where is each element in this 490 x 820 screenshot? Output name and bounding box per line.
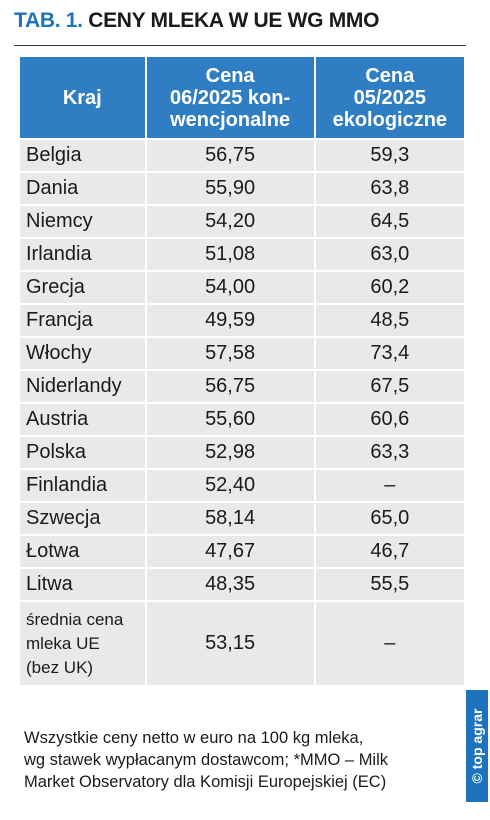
summary-value: – [313,600,467,687]
table-row: Francja 49,59 48,5 [18,303,467,338]
price-cell: 54,20 [144,204,316,239]
price-cell: 55,5 [313,567,467,602]
price-cell: 59,3 [313,138,467,173]
header-cell: Cena 05/2025 ekologiczne [313,55,467,140]
country-cell: Niderlandy [18,369,147,404]
price-cell: 56,75 [144,138,316,173]
header-line: 06/2025 kon- [170,86,291,109]
price-cell: 54,00 [144,270,316,305]
summary-value: 53,15 [144,600,316,687]
header-cell: Kraj [18,55,147,140]
price-cell: 64,5 [313,204,467,239]
price-cell: 63,0 [313,237,467,272]
country-cell: Łotwa [18,534,147,569]
header-line: Kraj [62,86,102,109]
table-row: Belgia 56,75 59,3 [18,138,467,173]
country-cell: Grecja [18,270,147,305]
price-cell: 47,67 [144,534,316,569]
table-row: Dania 55,90 63,8 [18,171,467,206]
table-body: Belgia 56,75 59,3 Dania 55,90 63,8 Niemcy 54,20… [18,138,467,687]
footnote: Wszystkie ceny netto w euro na 100 kg ml… [24,727,388,793]
footnote-line: Market Observatory dla Komisji Europejsk… [24,773,387,791]
header-line: Cena [205,64,255,87]
price-cell: 55,90 [144,171,316,206]
header-cell: Cena 06/2025 kon-wencjonalne [144,55,316,140]
summary-label-line: (bez UK) [26,657,94,677]
price-table: Kraj Cena 06/2025 kon-wencjonalne Cena 05/20… [18,55,467,687]
table-row: Łotwa 47,67 46,7 [18,534,467,569]
table-title: TAB. 1. CENY MLEKA W UE WG MMO [14,9,379,33]
table-row: Irlandia 51,08 63,0 [18,237,467,272]
price-cell: 67,5 [313,369,467,404]
summary-label-line: średnia cena [26,609,124,629]
price-cell: 73,4 [313,336,467,371]
header-line: ekologiczne [332,108,448,131]
table-row: Grecja 54,00 60,2 [18,270,467,305]
footnote-line: wg stawek wypłacanym dostawcom; *MMO – M… [24,751,389,769]
header-line: wencjonalne [170,108,291,131]
price-cell: 57,58 [144,336,316,371]
price-cell: 48,35 [144,567,316,602]
price-cell: 46,7 [313,534,467,569]
title-prefix: TAB. 1. [14,9,83,32]
price-cell: 63,3 [313,435,467,470]
country-cell: Włochy [18,336,147,371]
price-cell: 52,98 [144,435,316,470]
price-cell: 55,60 [144,402,316,437]
summary-label-line: mleka UE [26,633,100,653]
country-cell: Niemcy [18,204,147,239]
table-row: Polska 52,98 63,3 [18,435,467,470]
summary-label: średnia cena mleka UE (bez UK) [18,600,147,687]
country-cell: Litwa [18,567,147,602]
price-cell: 51,08 [144,237,316,272]
header-line: 05/2025 [353,86,426,109]
table-row: Finlandia 52,40– [18,468,467,503]
country-cell: Irlandia [18,237,147,272]
table-row: Litwa 48,35 55,5 [18,567,467,602]
price-cell: 52,40 [144,468,316,503]
title-text: CENY MLEKA W UE WG MMO [88,9,380,32]
table-row: Niderlandy 56,75 67,5 [18,369,467,404]
watermark-tag: © top agrar [466,690,488,802]
country-cell: Szwecja [18,501,147,536]
country-cell: Polska [18,435,147,470]
table-row: Niemcy 54,20 64,5 [18,204,467,239]
country-cell: Francja [18,303,147,338]
header-row: Kraj Cena 06/2025 kon-wencjonalne Cena 05/20… [18,55,467,140]
price-cell: 49,59 [144,303,316,338]
price-cell: 60,6 [313,402,467,437]
country-cell: Austria [18,402,147,437]
price-cell: – [313,468,467,503]
price-cell: 56,75 [144,369,316,404]
country-cell: Finlandia [18,468,147,503]
price-cell: 60,2 [313,270,467,305]
header-line: Cena [365,64,415,87]
table-row: Włochy 57,58 73,4 [18,336,467,371]
table-row: Szwecja 58,14 65,0 [18,501,467,536]
country-cell: Dania [18,171,147,206]
footnote-line: Wszystkie ceny netto w euro na 100 kg ml… [24,729,364,747]
summary-row: średnia cena mleka UE (bez UK) 53,15– [18,600,467,687]
watermark: © top agrar [469,708,485,784]
price-cell: 63,8 [313,171,467,206]
price-cell: 65,0 [313,501,467,536]
country-cell: Belgia [18,138,147,173]
table-row: Austria 55,60 60,6 [18,402,467,437]
price-cell: 48,5 [313,303,467,338]
title-rule [14,45,466,46]
price-cell: 58,14 [144,501,316,536]
